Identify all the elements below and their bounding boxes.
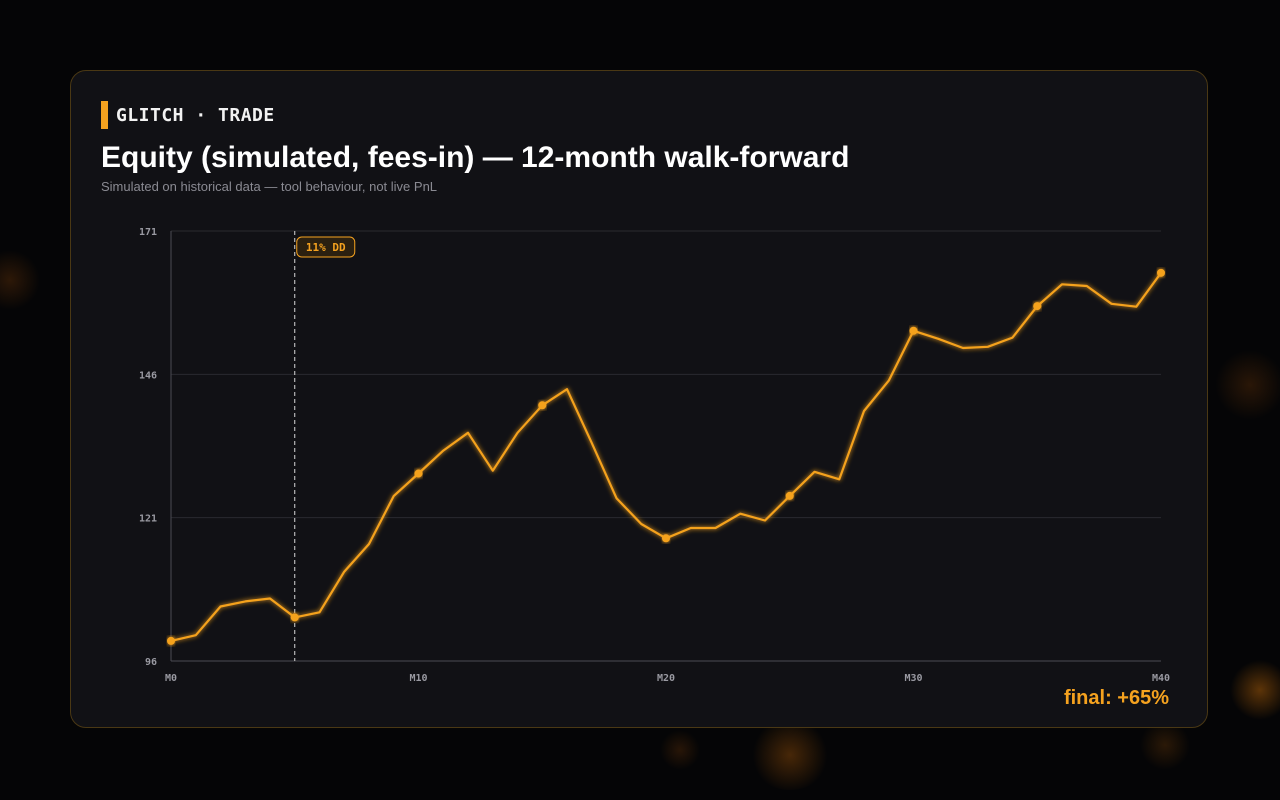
x-tick-label: M40 <box>1152 673 1170 684</box>
chart-title: Equity (simulated, fees-in) — 12-month w… <box>101 141 850 174</box>
x-tick-label: M0 <box>165 673 177 684</box>
equity-line <box>169 271 1163 643</box>
data-point <box>662 534 670 543</box>
data-point <box>1157 268 1165 277</box>
data-point <box>167 636 175 645</box>
x-tick-label: M10 <box>409 673 427 684</box>
y-tick-label: 96 <box>145 657 157 668</box>
data-point <box>290 613 299 622</box>
drawdown-badge <box>296 236 356 258</box>
brand-accent-bar <box>101 101 108 129</box>
data-point <box>785 491 794 500</box>
y-tick-label: 171 <box>139 227 157 238</box>
y-tick-label: 146 <box>139 370 157 381</box>
brand-name: GLITCH · TRADE <box>116 104 275 126</box>
brand: GLITCH · TRADE <box>101 101 275 129</box>
data-point <box>538 401 547 410</box>
chart-subtitle: Simulated on historical data — tool beha… <box>101 179 438 194</box>
data-point <box>1033 302 1042 311</box>
x-tick-label: M20 <box>657 673 675 684</box>
data-point <box>909 326 918 335</box>
data-point <box>414 469 423 478</box>
drawdown-badge-label: 11% DD <box>306 241 346 254</box>
x-tick-label: M30 <box>904 673 922 684</box>
y-tick-label: 121 <box>139 514 157 525</box>
equity-chart: 171 146 121 96 M0 M10 M20 M30 M40 11% DD <box>139 227 1170 684</box>
chart-card: GLITCH · TRADE Equity (simulated, fees-i… <box>70 70 1208 728</box>
final-return-label: final: +65% <box>1063 687 1169 709</box>
